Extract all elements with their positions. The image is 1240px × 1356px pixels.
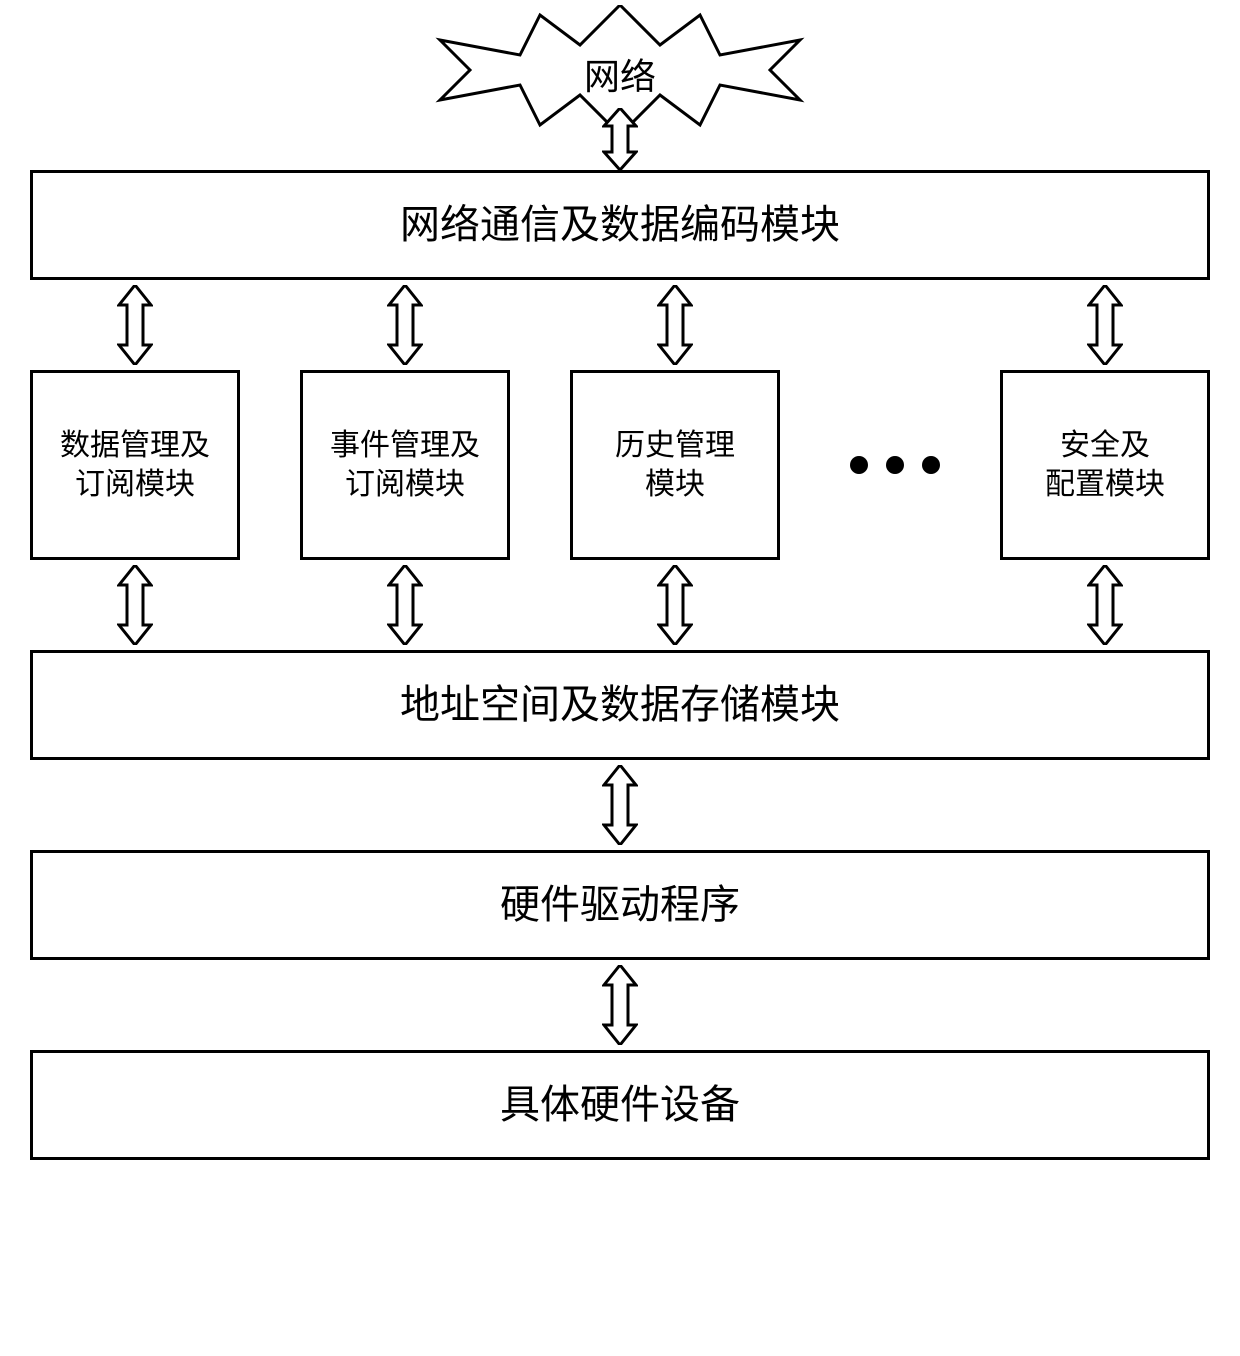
arrow-comm-mod3 <box>657 285 693 365</box>
arrow-mod1-addr <box>117 565 153 645</box>
address-space-module-label: 地址空间及数据存储模块 <box>400 679 840 731</box>
ellipsis-dots <box>820 450 970 480</box>
arrow-comm-mod2 <box>387 285 423 365</box>
diagram-canvas: 网络 网络通信及数据编码模块 数据管理及 订阅模块 事件管理及 订阅模块 <box>0 0 1240 1356</box>
history-mgmt-module-label: 历史管理 模块 <box>615 426 735 504</box>
comm-module-box: 网络通信及数据编码模块 <box>30 170 1210 280</box>
arrow-network-comm <box>602 108 638 170</box>
security-config-module-box: 安全及 配置模块 <box>1000 370 1210 560</box>
arrow-driver-hardware <box>602 965 638 1045</box>
data-mgmt-module-box: 数据管理及 订阅模块 <box>30 370 240 560</box>
arrow-mod4-addr <box>1087 565 1123 645</box>
address-space-module-box: 地址空间及数据存储模块 <box>30 650 1210 760</box>
arrow-comm-mod1 <box>117 285 153 365</box>
comm-module-label: 网络通信及数据编码模块 <box>400 199 840 251</box>
history-mgmt-module-box: 历史管理 模块 <box>570 370 780 560</box>
network-node-label: 网络 <box>430 48 810 100</box>
event-mgmt-module-label: 事件管理及 订阅模块 <box>330 426 480 504</box>
hardware-device-label: 具体硬件设备 <box>500 1079 740 1131</box>
arrow-addr-driver <box>602 765 638 845</box>
hardware-driver-box: 硬件驱动程序 <box>30 850 1210 960</box>
hardware-device-box: 具体硬件设备 <box>30 1050 1210 1160</box>
security-config-module-label: 安全及 配置模块 <box>1045 426 1165 504</box>
event-mgmt-module-box: 事件管理及 订阅模块 <box>300 370 510 560</box>
arrow-mod3-addr <box>657 565 693 645</box>
hardware-driver-label: 硬件驱动程序 <box>500 879 740 931</box>
dot-icon <box>886 456 904 474</box>
dot-icon <box>850 456 868 474</box>
data-mgmt-module-label: 数据管理及 订阅模块 <box>60 426 210 504</box>
arrow-mod2-addr <box>387 565 423 645</box>
dot-icon <box>922 456 940 474</box>
arrow-comm-mod4 <box>1087 285 1123 365</box>
